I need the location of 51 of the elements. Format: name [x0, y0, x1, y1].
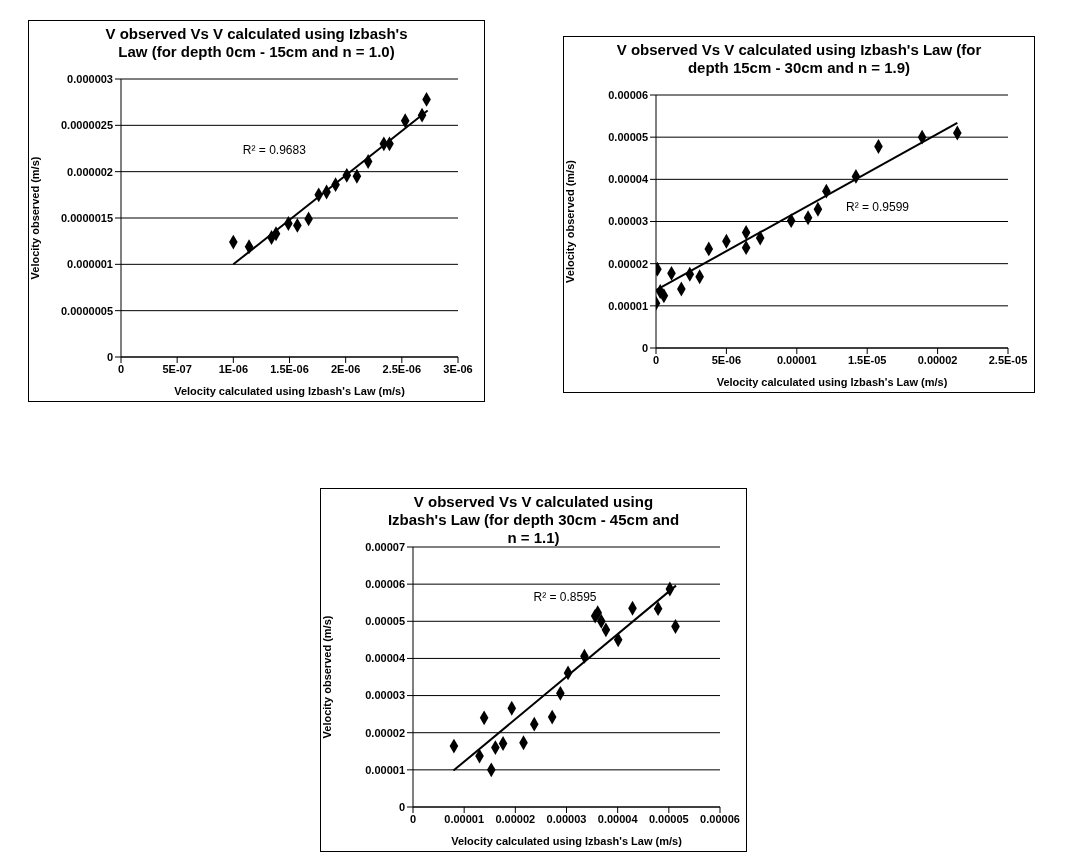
x-tick-label: 2.5E-05: [988, 353, 1028, 366]
x-tick-label: 1E-06: [218, 362, 249, 375]
x-tick-label: 5E-07: [162, 362, 192, 375]
y-tick-label: 0.00001: [608, 299, 648, 312]
y-tick-label: 0.00006: [365, 578, 405, 591]
y-tick-label: 0.00004: [608, 173, 649, 186]
y-tick-label: 0.000002: [67, 165, 113, 178]
x-tick-label: 0: [652, 353, 660, 366]
y-tick-label: 0.0000005: [61, 304, 113, 317]
y-tick-label: 0.00006: [608, 88, 648, 101]
y-axis-title: Velocity observed (m/s): [563, 159, 576, 283]
x-tick-label: 0: [409, 812, 417, 825]
x-tick-label: 0.00003: [546, 812, 587, 825]
y-tick-label: 0: [641, 341, 648, 354]
y-tick-label: 0.00001: [365, 763, 405, 776]
y-axis-title: Velocity observed (m/s): [320, 615, 333, 739]
y-tick-label: 0.00005: [608, 131, 648, 144]
annotation: R² = 0.9599: [846, 200, 910, 215]
chart-title: V observed Vs V calculated using Izbash's Law (for depth 15cm - 30cm and n = 1.9): [616, 41, 982, 76]
y-tick-label: 0: [398, 800, 405, 813]
y-axis-title: Velocity observed (m/s): [28, 156, 41, 280]
y-tick-label: 0.00002: [608, 257, 648, 270]
y-tick-label: 0.00003: [365, 689, 405, 702]
x-tick-label: 0.00005: [648, 812, 689, 825]
y-tick-label: 0.00003: [608, 215, 648, 228]
x-tick-label: 1.5E-05: [847, 353, 887, 366]
x-tick-label: 3E-06: [443, 362, 473, 375]
x-tick-label: 0.00006: [700, 812, 740, 825]
x-tick-label: 0.00002: [917, 353, 958, 366]
x-tick-label: 0.00002: [495, 812, 536, 825]
y-tick-label: 0.0000025: [61, 119, 113, 132]
x-axis-title: Velocity calculated using Izbash's Law (m/s): [451, 835, 683, 847]
x-tick-label: 2.5E-06: [382, 362, 422, 375]
x-tick-label: 0.00001: [444, 812, 485, 825]
x-tick-label: 0.00001: [776, 353, 817, 366]
y-tick-label: 0.000001: [67, 258, 113, 271]
y-tick-label: 0.00005: [365, 615, 405, 628]
y-tick-label: 0.00004: [365, 652, 406, 665]
x-tick-label: 1.5E-06: [270, 362, 309, 375]
x-axis-title: Velocity calculated using Izbash's Law (m/s): [716, 376, 948, 388]
annotation: R² = 0.9683: [242, 142, 306, 157]
x-tick-label: 0.00004: [597, 812, 639, 825]
y-tick-label: 0.000003: [67, 72, 113, 85]
x-tick-label: 2E-06: [330, 362, 361, 375]
x-tick-label: 0: [117, 362, 125, 375]
x-tick-label: 5E-06: [711, 353, 742, 366]
y-tick-label: 0.0000015: [61, 211, 113, 224]
y-tick-label: 0.00002: [365, 726, 405, 739]
annotation: R² = 0.8595: [533, 590, 597, 605]
chart-title: V observed Vs V calculated using Izbash's Law (for depth 0cm - 15cm and n = 1.0): [105, 25, 408, 60]
x-axis-title: Velocity calculated using Izbash's Law (m/s): [174, 385, 406, 397]
